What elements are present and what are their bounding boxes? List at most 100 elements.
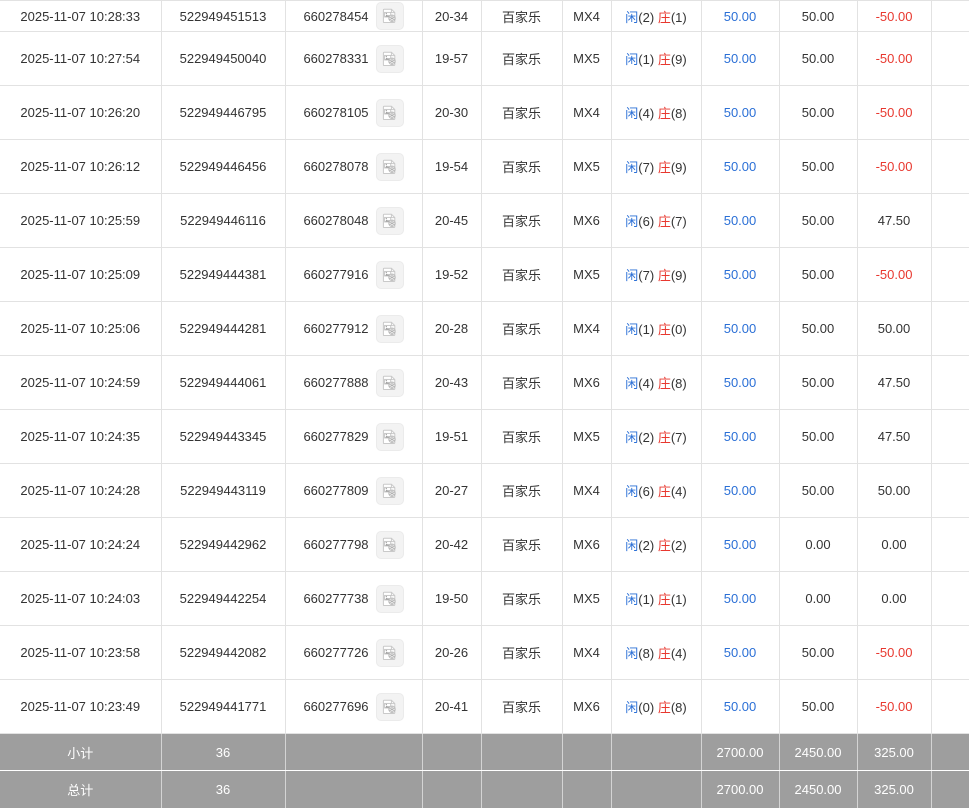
table-row[interactable]: 2025-11-07 10:26:20 522949446795 660278105… bbox=[0, 85, 969, 140]
broken-image-icon[interactable] bbox=[375, 584, 404, 613]
cell-bet-id: 522949446116 bbox=[161, 193, 286, 248]
cell-summary-label: 小计 bbox=[0, 733, 162, 771]
bet-id: 522949446795 bbox=[179, 105, 267, 120]
result-player-value: (0) bbox=[638, 700, 655, 715]
cell-time: 2025-11-07 10:26:12 bbox=[0, 139, 162, 194]
cell-bet-id: 522949443345 bbox=[161, 409, 286, 464]
broken-image-icon[interactable] bbox=[375, 476, 404, 505]
result-banker-label: 庄 bbox=[657, 592, 671, 607]
result-player-value: (2) bbox=[638, 9, 655, 25]
result-player-label: 闲 bbox=[625, 484, 639, 499]
result-player-label: 闲 bbox=[625, 106, 639, 121]
subtotal-row: 小计 36 2700.00 2450.00 325.00 bbox=[0, 733, 969, 771]
summary-count: 36 bbox=[215, 781, 231, 797]
cell-venue: MX5 bbox=[562, 31, 612, 86]
valid-amount: 0.00 bbox=[805, 591, 831, 606]
cell-payout: 47.50 bbox=[857, 409, 932, 464]
broken-image-icon[interactable] bbox=[375, 206, 404, 235]
summary-bet-amount: 2700.00 bbox=[716, 744, 764, 760]
cell-time: 2025-11-07 10:27:54 bbox=[0, 31, 162, 86]
result-player-value: (1) bbox=[638, 592, 655, 607]
cell-payout: -50.00 bbox=[857, 247, 932, 302]
game-name: 百家乐 bbox=[501, 376, 541, 391]
valid-amount: 50.00 bbox=[801, 321, 835, 336]
cell-valid-amount: 0.00 bbox=[779, 571, 858, 626]
summary-valid-amount: 2450.00 bbox=[794, 781, 842, 797]
venue-code: MX4 bbox=[573, 105, 600, 120]
broken-image-icon[interactable] bbox=[375, 44, 404, 73]
valid-amount: 50.00 bbox=[801, 105, 835, 120]
broken-image-icon[interactable] bbox=[375, 422, 404, 451]
bet-amount: 50.00 bbox=[723, 483, 757, 498]
result-player-value: (1) bbox=[638, 52, 655, 67]
result-banker-value: (7) bbox=[670, 214, 687, 229]
table-row[interactable]: 2025-11-07 10:25:09 522949444381 660277916… bbox=[0, 247, 969, 302]
broken-image-icon[interactable] bbox=[375, 638, 404, 667]
cell-game: 百家乐 bbox=[481, 463, 563, 518]
venue-code: MX5 bbox=[573, 591, 600, 606]
cell-summary-table-round bbox=[422, 770, 482, 808]
cell-bet-id: 522949442254 bbox=[161, 571, 286, 626]
table-row[interactable]: 2025-11-07 10:24:59 522949444061 660277888… bbox=[0, 355, 969, 410]
cell-game: 百家乐 bbox=[481, 31, 563, 86]
table-row[interactable]: 2025-11-07 10:28:33 522949451513 660278454… bbox=[0, 0, 969, 32]
broken-image-icon[interactable] bbox=[375, 368, 404, 397]
table-round: 20-45 bbox=[434, 213, 469, 228]
cell-table-round: 20-43 bbox=[422, 355, 482, 410]
bet-id: 522949442962 bbox=[179, 537, 267, 552]
cell-summary-extra bbox=[931, 770, 969, 808]
table-row[interactable]: 2025-11-07 10:27:54 522949450040 660278331… bbox=[0, 31, 969, 86]
table-row[interactable]: 2025-11-07 10:24:03 522949442254 660277738… bbox=[0, 571, 969, 626]
payout-amount: -50.00 bbox=[875, 267, 913, 282]
cell-game: 百家乐 bbox=[481, 85, 563, 140]
summary-count: 36 bbox=[215, 744, 231, 760]
table-row[interactable]: 2025-11-07 10:24:35 522949443345 660277829… bbox=[0, 409, 969, 464]
cell-extra bbox=[931, 0, 969, 32]
broken-image-icon[interactable] bbox=[375, 152, 404, 181]
table-row[interactable]: 2025-11-07 10:24:24 522949442962 660277798… bbox=[0, 517, 969, 572]
bet-amount: 50.00 bbox=[723, 375, 757, 390]
cell-result: 闲(1) 庄(9) bbox=[611, 31, 702, 86]
cell-round-id: 660277809 bbox=[285, 463, 423, 518]
payout-amount: -50.00 bbox=[875, 159, 913, 174]
cell-bet-amount: 50.00 bbox=[701, 301, 780, 356]
bet-amount: 50.00 bbox=[723, 429, 757, 444]
cell-result: 闲(2) 庄(2) bbox=[611, 517, 702, 572]
broken-image-icon[interactable] bbox=[375, 692, 404, 721]
game-name: 百家乐 bbox=[501, 700, 541, 715]
cell-bet-id: 522949444061 bbox=[161, 355, 286, 410]
payout-amount: -50.00 bbox=[875, 105, 913, 120]
table-row[interactable]: 2025-11-07 10:23:58 522949442082 660277726… bbox=[0, 625, 969, 680]
bet-id: 522949442082 bbox=[179, 645, 267, 660]
cell-payout: 47.50 bbox=[857, 193, 932, 248]
cell-summary-table-round bbox=[422, 733, 482, 771]
broken-image-icon[interactable] bbox=[375, 530, 404, 559]
cell-extra bbox=[931, 463, 969, 518]
cell-payout: -50.00 bbox=[857, 679, 932, 734]
result-banker-label: 庄 bbox=[657, 484, 671, 499]
bet-time: 2025-11-07 10:24:35 bbox=[20, 429, 141, 444]
broken-image-icon[interactable] bbox=[375, 314, 404, 343]
table-row[interactable]: 2025-11-07 10:25:06 522949444281 660277912… bbox=[0, 301, 969, 356]
table-row[interactable]: 2025-11-07 10:26:12 522949446456 660278078… bbox=[0, 139, 969, 194]
broken-image-icon[interactable] bbox=[375, 98, 404, 127]
game-name: 百家乐 bbox=[501, 9, 541, 25]
broken-image-icon[interactable] bbox=[375, 260, 404, 289]
cell-round-id: 660277916 bbox=[285, 247, 423, 302]
cell-venue: MX6 bbox=[562, 355, 612, 410]
bet-time: 2025-11-07 10:23:58 bbox=[20, 645, 141, 660]
cell-extra bbox=[931, 193, 969, 248]
cell-bet-amount: 50.00 bbox=[701, 85, 780, 140]
broken-image-icon[interactable] bbox=[375, 2, 404, 30]
valid-amount: 50.00 bbox=[801, 51, 835, 66]
bet-time: 2025-11-07 10:26:12 bbox=[20, 159, 141, 174]
result-banker-label: 庄 bbox=[657, 322, 671, 337]
table-row[interactable]: 2025-11-07 10:24:28 522949443119 660277809… bbox=[0, 463, 969, 518]
venue-code: MX6 bbox=[573, 213, 600, 228]
table-row[interactable]: 2025-11-07 10:23:49 522949441771 660277696… bbox=[0, 679, 969, 734]
cell-valid-amount: 50.00 bbox=[779, 31, 858, 86]
table-row[interactable]: 2025-11-07 10:25:59 522949446116 660278048… bbox=[0, 193, 969, 248]
payout-amount: -50.00 bbox=[875, 699, 913, 714]
bet-amount: 50.00 bbox=[723, 645, 757, 660]
